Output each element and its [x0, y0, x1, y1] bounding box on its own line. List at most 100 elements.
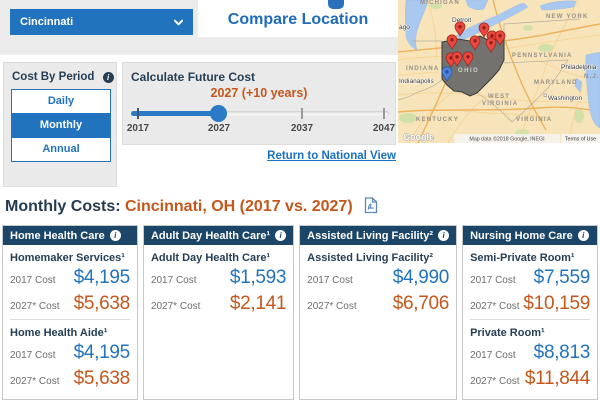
- attribution-background: [454, 134, 560, 143]
- cost-row: 2027* Cost $5,638: [10, 368, 130, 390]
- cost-row: 2017 Cost $4,195: [10, 267, 130, 289]
- map-label-west-virginia: VIRGINIA: [482, 101, 518, 107]
- year-slider-handle[interactable]: [210, 105, 227, 122]
- card-header: Home Health Care i: [3, 226, 137, 245]
- cost-value-2017: $1,593: [229, 267, 287, 288]
- card-adult-day-health-care: Adult Day Health Care¹ i Adult Day Healt…: [142, 225, 295, 400]
- cost-by-period-panel: Cost By Period i Daily Monthly Annual: [3, 62, 117, 187]
- card-title: Home Health Care: [10, 229, 105, 242]
- map-label-philadelphia: Philadelphia: [561, 64, 597, 71]
- map-label-maryland: MARYLAND: [534, 80, 578, 86]
- cost-year-label: 2027* Cost: [10, 376, 60, 387]
- results-heading-prefix: Monthly Costs:: [5, 198, 121, 215]
- cost-year-label: 2027* Cost: [150, 301, 201, 312]
- slider-tick-2047: [383, 108, 385, 119]
- future-cost-title: Calculate Future Cost: [131, 70, 256, 84]
- service-name: Homemaker Services¹: [10, 252, 125, 264]
- cost-row: 2027* Cost $6,706: [307, 293, 449, 315]
- location-dropdown-value: Cincinnati: [20, 16, 74, 28]
- cost-year-label: 2017 Cost: [10, 275, 56, 286]
- map-label-virginia: VIRGINIA: [516, 117, 552, 123]
- map-label-indianapolis: Indianapolis: [399, 78, 434, 85]
- period-button-group: Daily Monthly Annual: [11, 89, 111, 162]
- card-title: Nursing Home Care: [470, 229, 573, 242]
- cost-row: 2017 Cost $1,593: [151, 267, 287, 289]
- cost-year-label: 2017 Cost: [470, 350, 516, 361]
- cost-year-label: 2017 Cost: [10, 350, 56, 361]
- map-label-washington: Washington: [548, 95, 582, 102]
- map[interactable]: MICHIGAN ago Detroit NEW YORK PENNSYLVAN…: [398, 0, 600, 143]
- cost-by-period-title-text: Cost By Period: [12, 71, 95, 83]
- pdf-download-icon[interactable]: [364, 197, 378, 214]
- cost-cards-row: Home Health Care i Homemaker Services¹ 2…: [2, 225, 598, 400]
- chevron-down-icon: [174, 19, 183, 26]
- map-label-detroit: Detroit: [452, 17, 471, 24]
- map-label-pennsylvania: PENNSYLVANIA: [512, 53, 573, 59]
- cost-year-label: 2027* Cost: [470, 376, 520, 387]
- info-icon[interactable]: i: [109, 230, 121, 241]
- period-button-annual[interactable]: Annual: [11, 137, 111, 162]
- period-button-monthly[interactable]: Monthly: [11, 113, 111, 138]
- cost-row: 2027* Cost $10,159: [470, 293, 590, 315]
- map-label-michigan: MICHIGAN: [420, 0, 460, 6]
- cost-value-2017: $7,559: [533, 267, 591, 288]
- service-name: Adult Day Health Care¹: [150, 252, 271, 264]
- google-logo: Google: [403, 132, 434, 142]
- service-name: Assisted Living Facility²: [307, 252, 434, 264]
- location-dropdown[interactable]: Cincinnati: [10, 9, 193, 35]
- return-to-national-view-link[interactable]: Return to National View: [267, 150, 396, 162]
- cost-value-2027: $6,706: [392, 293, 450, 314]
- cost-row: 2027* Cost $5,638: [10, 293, 130, 315]
- terms-of-use-link[interactable]: Terms of Use: [565, 137, 596, 143]
- info-icon[interactable]: i: [275, 230, 287, 241]
- map-label-chicago-partial: ago: [399, 24, 410, 31]
- cost-row: 2017 Cost $7,559: [470, 267, 590, 289]
- results-heading-location: Cincinnati, OH (2017 vs. 2027): [125, 198, 353, 215]
- map-label-new-york: NEW YORK: [546, 14, 589, 20]
- map-label-kentucky: KENTUCKY: [416, 117, 459, 123]
- cost-value-2027: $11,844: [524, 368, 590, 389]
- year-slider-fill: [131, 111, 221, 116]
- card-title: Assisted Living Facility²: [307, 229, 434, 242]
- tick-label-2027: 2027: [207, 123, 231, 134]
- info-icon[interactable]: i: [577, 230, 589, 241]
- top-band-background: [198, 37, 398, 55]
- cost-value-2017: $4,195: [73, 267, 131, 288]
- map-state-borders: [398, 18, 581, 123]
- cost-value-2027: $2,141: [229, 293, 287, 314]
- cost-year-label: 2027* Cost: [10, 301, 60, 312]
- map-label-west: WEST: [488, 94, 510, 100]
- cost-value-2027: $10,159: [523, 293, 590, 314]
- compare-location-heading[interactable]: Compare Location: [227, 11, 369, 28]
- service-name: Home Health Aide¹: [10, 327, 108, 339]
- tick-label-2037: 2037: [290, 123, 314, 134]
- slider-tick-2017: [137, 108, 139, 119]
- service-name: Private Room¹: [470, 327, 545, 339]
- info-icon[interactable]: i: [102, 72, 114, 83]
- map-washington-marker: [543, 93, 547, 97]
- service-name: Semi-Private Room¹: [470, 252, 575, 264]
- cost-value-2027: $5,638: [73, 368, 131, 389]
- period-button-daily[interactable]: Daily: [11, 89, 111, 114]
- cost-value-2017: $4,195: [73, 342, 131, 363]
- cost-row: 2027* Cost $11,844: [470, 368, 590, 390]
- tick-label-2047: 2047: [372, 123, 396, 134]
- cost-year-label: 2017 Cost: [307, 275, 353, 286]
- cost-by-period-title: Cost By Period i: [12, 71, 114, 83]
- cost-row: 2017 Cost $4,990: [307, 267, 449, 289]
- card-header: Adult Day Health Care¹ i: [143, 226, 294, 245]
- cost-year-label: 2027* Cost: [470, 301, 520, 312]
- map-attribution: Map data ©2018 Google, INEGI: [469, 136, 544, 143]
- service-divider: [10, 319, 130, 320]
- cost-row: 2027* Cost $2,141: [150, 293, 287, 315]
- year-slider-track[interactable]: [131, 105, 389, 122]
- card-header: Assisted Living Facility² i: [300, 226, 457, 245]
- cropped-header-fragment: [328, 0, 344, 9]
- map-label-nj: N.J.: [584, 74, 600, 80]
- info-icon[interactable]: i: [438, 230, 450, 241]
- cost-year-label: 2017 Cost: [470, 275, 516, 286]
- cost-value-2027: $5,638: [73, 293, 131, 314]
- cost-row: 2017 Cost $4,195: [10, 342, 130, 364]
- service-divider: [470, 319, 590, 320]
